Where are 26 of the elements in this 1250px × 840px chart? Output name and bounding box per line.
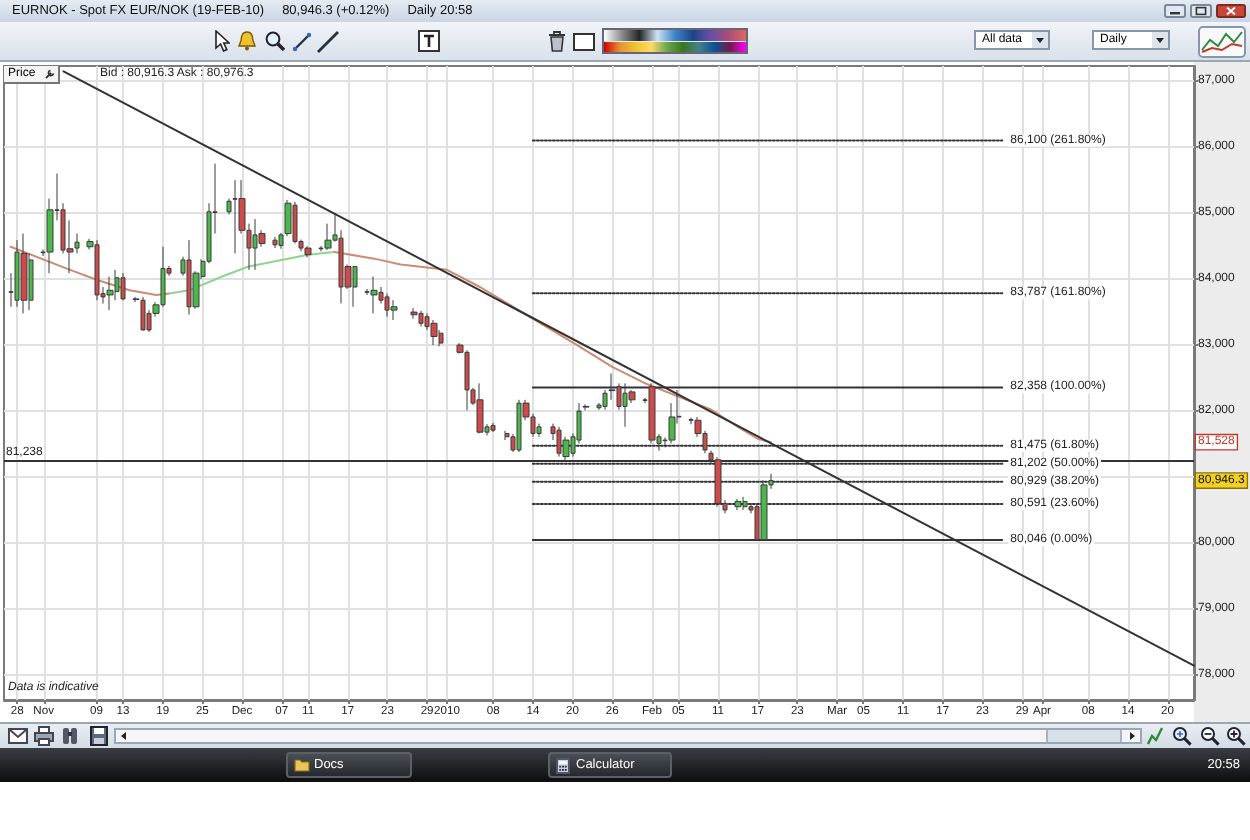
candlestick	[272, 236, 278, 249]
candlestick	[20, 233, 28, 314]
candlestick	[140, 296, 146, 332]
candlestick	[430, 319, 438, 346]
candlestick	[410, 307, 418, 320]
line-series	[9, 245, 171, 296]
candlestick	[106, 275, 114, 311]
candlestick	[384, 293, 390, 318]
candlestick	[390, 299, 398, 321]
line-series	[168, 251, 336, 295]
candlestick	[14, 239, 20, 308]
candlestick	[464, 349, 470, 411]
candlestick	[186, 239, 192, 316]
candlestick	[120, 272, 126, 301]
candlestick	[304, 245, 312, 258]
candlestick	[94, 239, 100, 301]
candlestick	[232, 179, 238, 254]
candlestick	[516, 399, 522, 453]
candlestick	[352, 265, 358, 308]
line-series	[333, 251, 772, 444]
candlestick	[370, 275, 378, 314]
candlestick	[490, 422, 496, 433]
candlestick	[418, 310, 424, 328]
candlestick	[292, 201, 298, 244]
candlestick	[476, 382, 484, 434]
candlestick	[252, 218, 258, 271]
